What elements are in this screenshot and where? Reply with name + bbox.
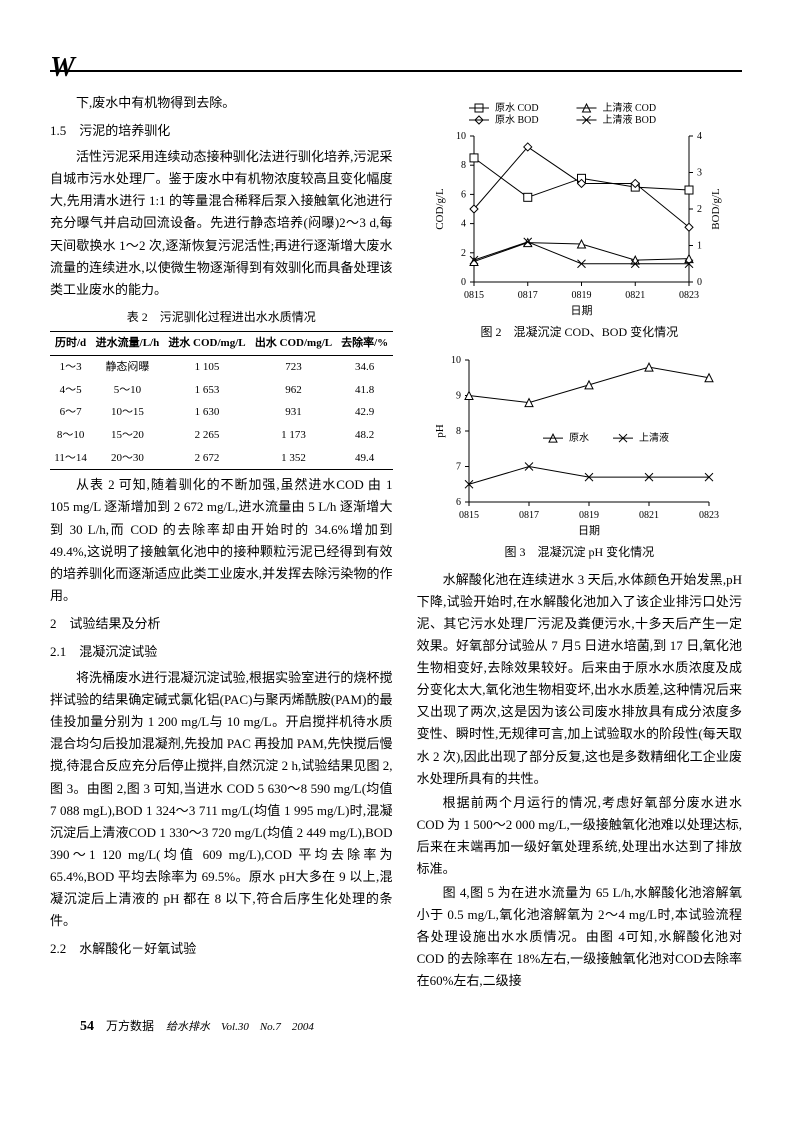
td: 2 265 [164,424,251,447]
svg-text:0: 0 [697,277,702,288]
svg-text:2: 2 [697,204,702,215]
svg-text:0821: 0821 [639,510,659,521]
svg-text:上清液: 上清液 [639,431,669,444]
td: 1 630 [164,401,251,424]
page-number: 54 [80,1015,94,1039]
para-intro: 下,废水中有机物得到去除。 [50,92,393,114]
para-right-3: 图 4,图 5 为在进水流量为 65 L/h,水解酸化池溶解氧小于 0.5 mg… [417,882,742,992]
svg-text:0: 0 [461,277,466,288]
td: 931 [250,401,337,424]
td: 41.8 [337,379,393,402]
left-column: 下,废水中有机物得到去除。 1.5 污泥的培养驯化 活性污泥采用连续动态接种驯化… [50,92,393,995]
td: 1～3 [50,355,91,378]
svg-text:日期: 日期 [578,524,600,537]
td: 1 105 [164,355,251,378]
td: 5～10 [91,379,164,402]
table2: 历时/d 进水流量/L/h 进水 COD/mg/L 出水 COD/mg/L 去除… [50,331,393,470]
td: 48.2 [337,424,393,447]
td: 4～5 [50,379,91,402]
right-column: 原水 COD 上清液 COD 原水 BOD 上清液 BOD 0 2 4 6 8 10 0 1 2 3 4 08… [417,92,742,995]
svg-text:0819: 0819 [572,290,592,301]
svg-text:0821: 0821 [626,290,646,301]
svg-text:7: 7 [456,462,461,473]
svg-text:日期: 日期 [571,304,593,317]
svg-text:上清液 BOD: 上清液 BOD [603,113,657,126]
svg-text:8: 8 [461,160,466,171]
svg-text:10: 10 [451,355,461,366]
td: 49.4 [337,447,393,470]
th: 历时/d [50,332,91,356]
para-1-5: 活性污泥采用连续动态接种驯化法进行驯化培养,污泥采自城市污水处理厂。鉴于废水中有… [50,146,393,301]
svg-text:原水 COD: 原水 COD [495,102,539,114]
svg-text:BOD/g/L: BOD/g/L [710,188,722,230]
page-footer: 54 万方数据 给水排水 Vol.30 No.7 2004 [50,1015,742,1039]
footer-source: 万方数据 [106,1016,154,1036]
svg-text:0819: 0819 [579,510,599,521]
svg-text:4: 4 [461,219,466,230]
svg-text:0823: 0823 [679,290,699,301]
table-row: 11～1420～302 6721 35249.4 [50,447,393,470]
svg-text:0817: 0817 [519,510,539,521]
td: 1 173 [250,424,337,447]
figure-3-chart: 6 7 8 9 10 0815 0817 0819 0821 0823 日期 pH 原水 上清液 [429,348,729,538]
figure-2-chart: 原水 COD 上清液 COD 原水 BOD 上清液 BOD 0 2 4 6 8 10 0 1 2 3 4 08… [429,98,729,318]
td: 6～7 [50,401,91,424]
para-after-table2: 从表 2 可知,随着驯化的不断加强,虽然进水COD 由 1 105 mg/L 逐… [50,474,393,607]
td: 34.6 [337,355,393,378]
header-rule: W [50,70,742,72]
heading-2: 2 试验结果及分析 [50,613,393,635]
para-right-1: 水解酸化池在连续进水 3 天后,水体颜色开始发黑,pH 下降,试验开始时,在水解… [417,569,742,790]
para-2-1: 将洗桶废水进行混凝沉淀试验,根据实验室进行的烧杯搅拌试验的结果确定碱式氯化铝(P… [50,667,393,932]
th: 进水流量/L/h [91,332,164,356]
footer-journal: 给水排水 Vol.30 No.7 2004 [166,1018,314,1037]
td: 962 [250,379,337,402]
svg-text:2: 2 [461,248,466,259]
table-row: 1～3静态闷曝1 10572334.6 [50,355,393,378]
td: 1 352 [250,447,337,470]
td: 8～10 [50,424,91,447]
td: 11～14 [50,447,91,470]
table2-caption: 表 2 污泥驯化过程进出水水质情况 [50,307,393,327]
svg-text:3: 3 [697,168,702,179]
heading-2-2: 2.2 水解酸化－好氧试验 [50,938,393,960]
table2-header-row: 历时/d 进水流量/L/h 进水 COD/mg/L 出水 COD/mg/L 去除… [50,332,393,356]
svg-text:pH: pH [434,425,446,439]
svg-text:上清液 COD: 上清液 COD [603,101,657,114]
table-row: 8～1015～202 2651 17348.2 [50,424,393,447]
td: 20～30 [91,447,164,470]
logo: W [50,44,77,92]
td: 42.9 [337,401,393,424]
para-right-2: 根据前两个月运行的情况,考虑好氧部分废水进水 COD 为 1 500～2 000… [417,792,742,880]
td: 静态闷曝 [91,355,164,378]
svg-text:6: 6 [461,189,466,200]
td: 1 653 [164,379,251,402]
table-row: 6～710～151 63093142.9 [50,401,393,424]
svg-text:原水: 原水 [569,432,589,444]
td: 2 672 [164,447,251,470]
svg-text:10: 10 [456,131,466,142]
svg-text:原水 BOD: 原水 BOD [495,114,539,126]
svg-text:1: 1 [697,241,702,252]
svg-text:0823: 0823 [699,510,719,521]
td: 15～20 [91,424,164,447]
svg-text:8: 8 [456,426,461,437]
svg-text:0815: 0815 [459,510,479,521]
svg-text:4: 4 [697,131,702,142]
svg-text:0815: 0815 [464,290,484,301]
two-column-layout: 下,废水中有机物得到去除。 1.5 污泥的培养驯化 活性污泥采用连续动态接种驯化… [50,92,742,995]
figure-2-caption: 图 2 混凝沉淀 COD、BOD 变化情况 [417,322,742,342]
td: 723 [250,355,337,378]
th: 去除率/% [337,332,393,356]
svg-text:6: 6 [456,497,461,508]
heading-1-5: 1.5 污泥的培养驯化 [50,120,393,142]
table-row: 4～55～101 65396241.8 [50,379,393,402]
heading-2-1: 2.1 混凝沉淀试验 [50,641,393,663]
svg-text:COD/g/L: COD/g/L [434,188,446,230]
th: 进水 COD/mg/L [164,332,251,356]
figure-3-caption: 图 3 混凝沉淀 pH 变化情况 [417,542,742,562]
svg-text:0817: 0817 [518,290,538,301]
th: 出水 COD/mg/L [250,332,337,356]
td: 10～15 [91,401,164,424]
svg-text:9: 9 [456,391,461,402]
